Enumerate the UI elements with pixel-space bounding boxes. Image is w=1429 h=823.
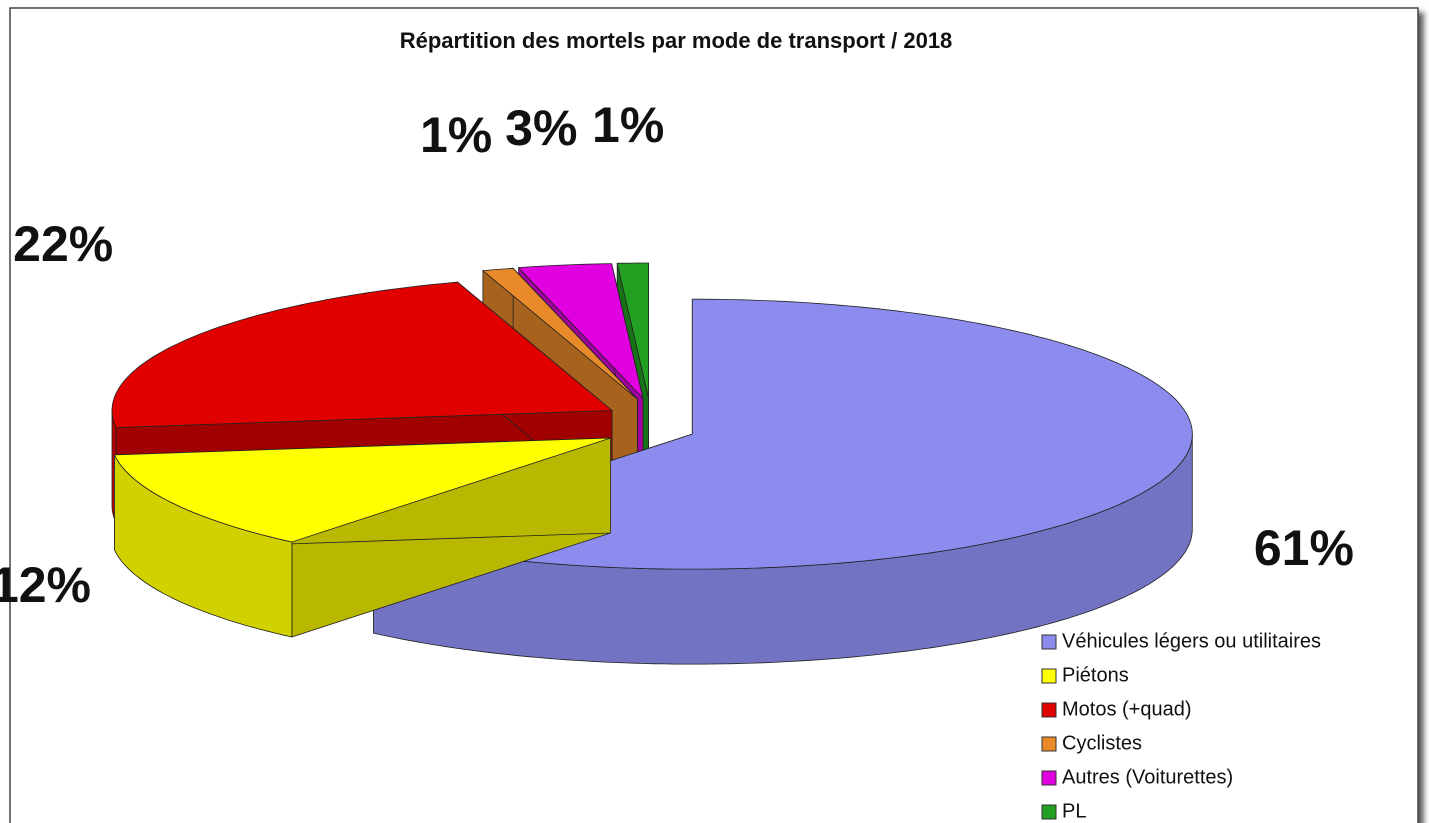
slice — [111, 281, 614, 428]
data-label: 1% — [420, 107, 492, 163]
legend-swatch — [1041, 770, 1057, 786]
data-label: 1% — [592, 97, 664, 153]
legend-swatch — [1041, 702, 1057, 718]
legend: Véhicules légers ou utilitaires Piétons Mo… — [1041, 630, 1321, 822]
legend-label: Véhicules légers ou utilitaires — [1062, 630, 1321, 652]
legend-label: Cyclistes — [1062, 732, 1142, 754]
data-label: 3% — [505, 100, 577, 156]
legend-swatch — [1041, 736, 1057, 752]
chart-title: Répartition des mortels par mode de tran… — [400, 28, 953, 53]
legend-swatch — [1041, 634, 1057, 650]
slice — [517, 263, 644, 400]
pie — [111, 262, 1193, 665]
legend-label: Piétons — [1062, 664, 1129, 686]
slice — [616, 262, 649, 399]
legend-label: PL — [1062, 800, 1086, 822]
data-label: 22% — [13, 216, 113, 272]
legend-label: Motos (+quad) — [1062, 698, 1192, 720]
legend-label: Autres (Voiturettes) — [1062, 766, 1233, 788]
data-label: 61% — [1254, 520, 1354, 576]
data-label: 12% — [0, 557, 91, 613]
slice — [113, 437, 611, 543]
legend-swatch — [1041, 804, 1057, 820]
slice — [481, 267, 638, 400]
legend-swatch — [1041, 668, 1057, 684]
